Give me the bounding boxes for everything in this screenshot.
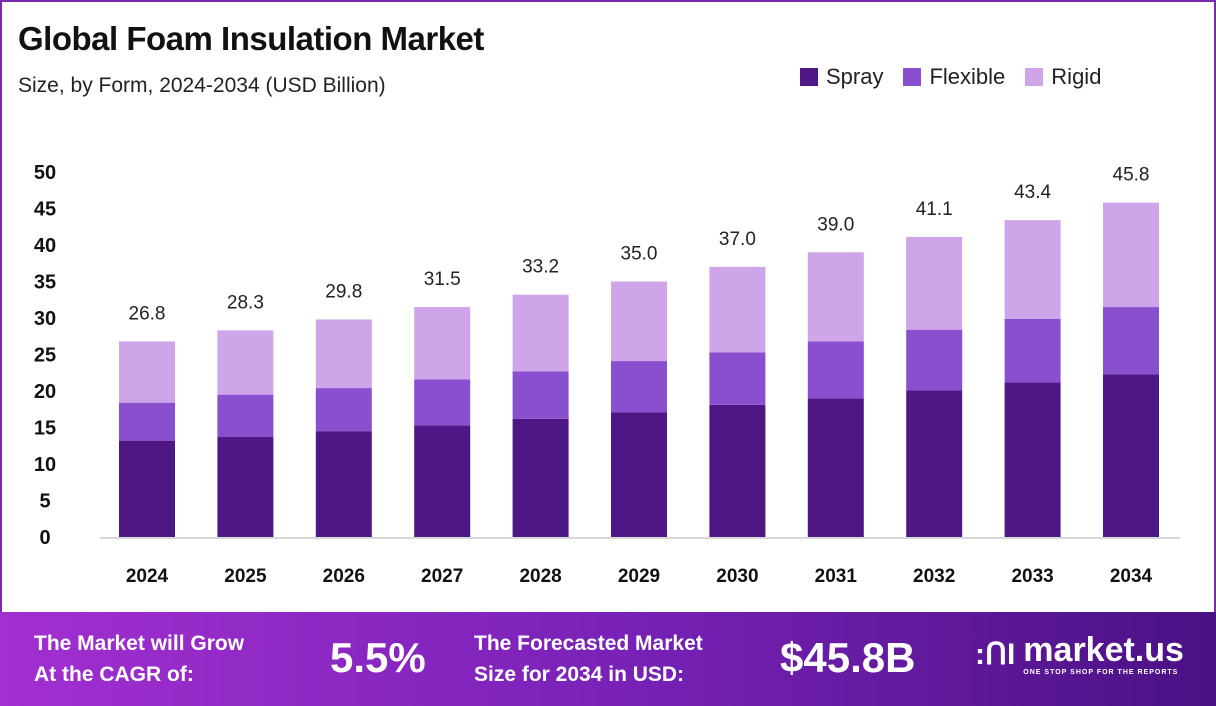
legend-swatch-spray [800, 68, 818, 86]
y-tick-label: 35 [34, 272, 56, 294]
bar-flexible-2033 [1004, 318, 1061, 383]
chart-frame [0, 0, 1216, 612]
bar-chart: 0510152025303540455026.8202428.3202529.8… [34, 162, 1180, 587]
y-tick-label: 30 [34, 308, 56, 330]
total-label: 43.4 [1014, 182, 1051, 203]
bar-rigid-2024 [119, 341, 175, 403]
y-tick-label: 0 [39, 527, 50, 549]
chart-subtitle: Size, by Form, 2024-2034 (USD Billion) [18, 74, 386, 97]
bar-spray-2029 [611, 412, 667, 537]
x-tick-label: 2033 [1011, 566, 1053, 587]
bar-flexible-2029 [611, 361, 667, 413]
x-tick-label: 2026 [323, 566, 365, 587]
forecast-value: $45.8B [780, 634, 916, 681]
cagr-value: 5.5% [330, 634, 426, 681]
legend: Spray Flexible Rigid [800, 64, 1101, 90]
bar-spray-2030 [709, 404, 766, 537]
y-tick-label: 5 [39, 491, 50, 513]
footer-banner: The Market will Grow At the CAGR of: 5.5%… [0, 612, 1216, 706]
x-tick-label: 2029 [618, 566, 660, 587]
cagr-label: The Market will Grow At the CAGR of: [34, 628, 244, 690]
bar-rigid-2026 [315, 319, 372, 389]
total-label: 33.2 [522, 257, 559, 278]
total-label: 35.0 [621, 244, 658, 265]
y-tick-label: 25 [34, 345, 56, 367]
forecast-label-line1: The Forecasted Market [474, 632, 703, 655]
logo-tagline: ONE STOP SHOP FOR THE REPORTS [1023, 669, 1179, 676]
y-tick-label: 40 [34, 235, 56, 257]
x-tick-label: 2032 [913, 566, 955, 587]
bar-spray-2025 [217, 436, 274, 537]
x-tick-label: 2034 [1110, 566, 1153, 587]
bar-spray-2027 [414, 425, 471, 537]
x-tick-label: 2031 [815, 566, 858, 587]
y-tick-label: 45 [34, 199, 56, 221]
total-label: 29.8 [325, 281, 362, 302]
x-tick-label: 2030 [716, 566, 758, 587]
bar-rigid-2027 [414, 307, 471, 380]
forecast-label: The Forecasted Market Size for 2034 in US… [474, 628, 703, 690]
bar-rigid-2028 [512, 294, 569, 372]
total-label: 45.8 [1113, 165, 1150, 186]
legend-label-rigid: Rigid [1051, 64, 1102, 89]
y-tick-label: 50 [34, 162, 56, 184]
chart-title: Global Foam Insulation Market [18, 20, 484, 57]
legend-label-spray: Spray [826, 64, 884, 89]
bar-flexible-2034 [1103, 307, 1159, 375]
bar-spray-2031 [807, 398, 864, 537]
bar-flexible-2026 [315, 388, 372, 432]
market-us-logo: :ՈI market.us ONE STOP SHOP FOR THE REPOR… [975, 632, 1184, 677]
x-tick-label: 2024 [126, 566, 169, 587]
bar-spray-2034 [1103, 374, 1159, 537]
bar-spray-2028 [512, 418, 569, 537]
cagr-label-line1: The Market will Grow [34, 632, 245, 655]
bar-rigid-2031 [807, 252, 864, 342]
x-tick-label: 2027 [421, 566, 463, 587]
bar-rigid-2029 [611, 281, 667, 362]
x-tick-label: 2028 [519, 566, 561, 587]
forecast-label-line2: Size for 2034 in USD: [474, 663, 685, 686]
logo-mark-icon: :ՈI [975, 638, 1016, 671]
total-label: 28.3 [227, 292, 264, 313]
bar-flexible-2030 [709, 352, 766, 405]
bar-rigid-2030 [709, 266, 766, 353]
legend-swatch-rigid [1025, 68, 1044, 86]
cagr-label-line2: At the CAGR of: [34, 663, 194, 686]
bar-flexible-2028 [512, 371, 569, 419]
bar-rigid-2032 [906, 236, 963, 330]
legend-item-rigid: Rigid [1025, 64, 1101, 90]
legend-item-flexible: Flexible [903, 64, 1005, 90]
logo-wordmark: market.us [1023, 631, 1184, 669]
bar-rigid-2033 [1004, 220, 1061, 319]
bar-spray-2033 [1004, 382, 1061, 537]
bar-flexible-2025 [217, 394, 274, 437]
y-tick-label: 10 [34, 454, 56, 476]
legend-item-spray: Spray [800, 64, 883, 90]
bar-spray-2024 [119, 440, 175, 537]
total-label: 41.1 [916, 199, 953, 220]
bar-rigid-2034 [1103, 202, 1159, 308]
y-tick-label: 20 [34, 381, 56, 403]
y-tick-label: 15 [34, 418, 56, 440]
legend-label-flexible: Flexible [929, 64, 1006, 89]
bar-flexible-2027 [414, 379, 471, 426]
bar-rigid-2025 [217, 330, 274, 395]
legend-swatch-flexible [903, 68, 922, 86]
bar-spray-2032 [906, 390, 963, 537]
x-tick-label: 2025 [224, 566, 267, 587]
total-label: 37.0 [719, 229, 756, 250]
total-label: 39.0 [817, 214, 854, 235]
total-label: 31.5 [424, 269, 461, 290]
total-label: 26.8 [129, 303, 166, 324]
bar-flexible-2032 [906, 329, 963, 391]
bar-flexible-2024 [119, 402, 175, 441]
bar-spray-2026 [315, 431, 372, 537]
bar-flexible-2031 [807, 341, 864, 399]
